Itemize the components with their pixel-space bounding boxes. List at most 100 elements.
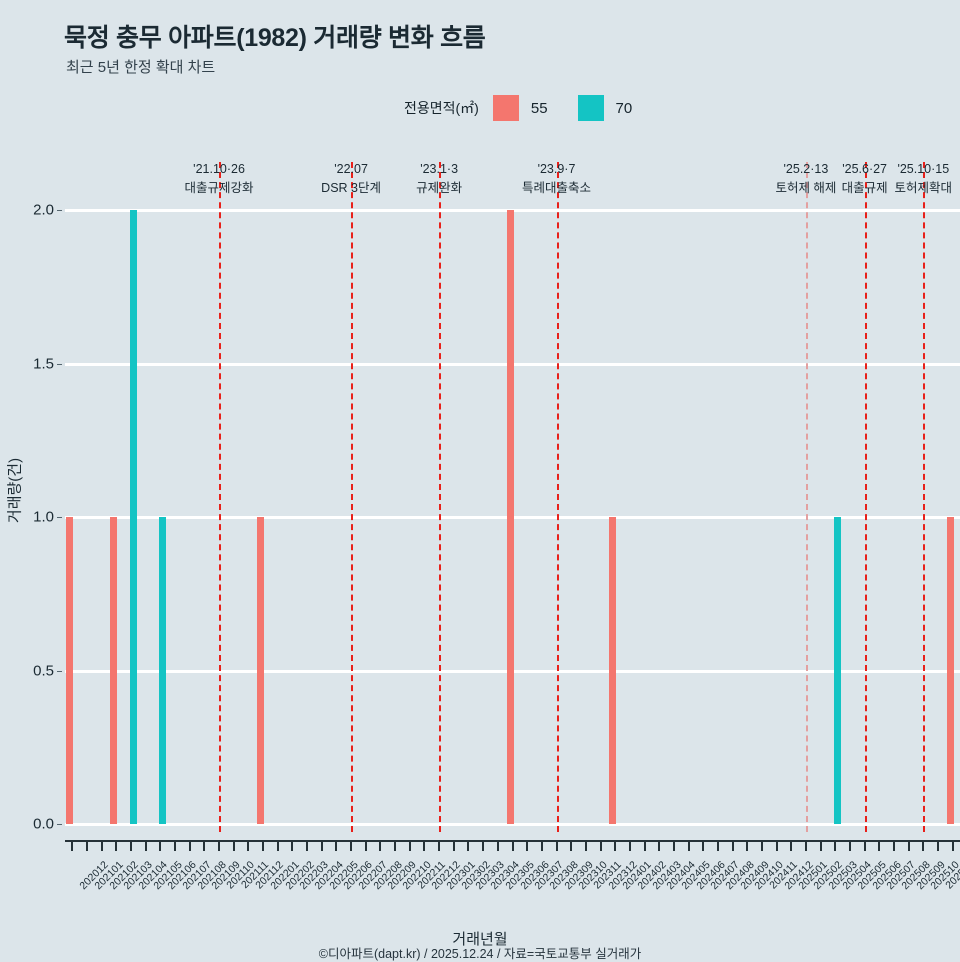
bar bbox=[66, 517, 74, 824]
plot-area bbox=[65, 162, 960, 832]
x-tick-mark bbox=[540, 842, 543, 851]
x-tick-mark bbox=[394, 842, 397, 851]
x-tick-mark bbox=[306, 842, 309, 851]
x-tick-mark bbox=[320, 842, 323, 851]
annotation-text: 규제완화 bbox=[416, 181, 463, 196]
x-tick-mark bbox=[452, 842, 455, 851]
x-tick-mark bbox=[584, 842, 587, 851]
y-tick-mark bbox=[57, 517, 62, 518]
x-tick-mark bbox=[335, 842, 338, 851]
x-tick-mark bbox=[775, 842, 778, 851]
x-tick-mark bbox=[291, 842, 294, 851]
y-tick-label: 2.0 bbox=[33, 201, 54, 219]
footer-credit: ©디아파트(dapt.kr) / 2025.12.24 / 자료=국토교통부 실… bbox=[318, 947, 642, 961]
x-tick-mark bbox=[819, 842, 822, 851]
x-tick-mark bbox=[232, 842, 235, 851]
annotation-date: '23.9·7 bbox=[537, 162, 576, 176]
x-tick-mark bbox=[115, 842, 118, 851]
x-tick-mark bbox=[247, 842, 250, 851]
y-tick-label: 0.5 bbox=[33, 662, 54, 679]
annotation-line bbox=[805, 162, 808, 832]
bar bbox=[110, 517, 118, 824]
bar bbox=[609, 517, 617, 824]
gridline bbox=[65, 823, 960, 826]
x-tick-mark bbox=[467, 842, 470, 851]
x-tick-mark bbox=[423, 842, 426, 851]
annotation-date: '22.07 bbox=[334, 162, 368, 176]
x-tick-mark bbox=[848, 842, 851, 851]
annotation-text: 토허제확대 bbox=[894, 181, 953, 196]
x-tick-mark bbox=[834, 842, 837, 851]
x-tick-mark bbox=[951, 842, 954, 851]
annotation-label: '22.07 DSR 3단계 bbox=[321, 160, 381, 199]
x-tick-mark bbox=[203, 842, 206, 851]
x-tick-mark bbox=[511, 842, 514, 851]
x-tick-mark bbox=[672, 842, 675, 851]
y-tick-label: 0.0 bbox=[33, 815, 54, 833]
x-tick-mark bbox=[658, 842, 661, 851]
x-tick-mark bbox=[100, 842, 103, 851]
x-tick-mark bbox=[614, 842, 617, 851]
y-tick-mark bbox=[57, 210, 62, 211]
x-tick-mark bbox=[496, 842, 499, 851]
x-tick-mark bbox=[555, 842, 558, 851]
x-tick-mark bbox=[570, 842, 573, 851]
x-tick-mark bbox=[760, 842, 763, 851]
x-tick-mark bbox=[878, 842, 881, 851]
x-tick-mark bbox=[262, 842, 265, 851]
annotation-date: '21.10·26 bbox=[193, 162, 245, 176]
bar bbox=[257, 517, 265, 824]
x-tick-mark bbox=[746, 842, 749, 851]
y-axis: 0.0 0.5 1.0 1.5 2.0 bbox=[0, 202, 62, 833]
annotation-line bbox=[219, 162, 222, 832]
x-tick-mark bbox=[159, 842, 162, 851]
x-tick-mark bbox=[643, 842, 646, 851]
legend-swatch-70 bbox=[577, 95, 604, 121]
x-tick-mark bbox=[790, 842, 793, 851]
x-tick-mark bbox=[892, 842, 895, 851]
x-tick-mark bbox=[526, 842, 529, 851]
bar bbox=[834, 517, 842, 824]
x-tick-mark bbox=[144, 842, 147, 851]
y-tick-label: 1.5 bbox=[33, 355, 54, 372]
x-tick-mark bbox=[687, 842, 690, 851]
y-tick-label: 1.0 bbox=[33, 508, 54, 526]
x-tick-mark bbox=[350, 842, 353, 851]
legend-title: 전용면적(㎡) bbox=[404, 100, 479, 116]
annotation-text: 특례대출축소 bbox=[522, 181, 592, 196]
x-tick-mark bbox=[702, 842, 705, 851]
x-tick-mark bbox=[174, 842, 177, 851]
x-tick-mark bbox=[922, 842, 925, 851]
bar bbox=[159, 517, 167, 824]
bar bbox=[946, 517, 954, 824]
annotation-line bbox=[351, 162, 354, 832]
annotation-label: '25.10·15 토허제확대 bbox=[895, 160, 953, 199]
x-axis-line bbox=[65, 840, 960, 842]
x-tick-mark bbox=[188, 842, 191, 851]
annotation-text: 대출규제강화 bbox=[184, 181, 254, 196]
y-tick-mark bbox=[57, 363, 62, 365]
legend-swatch-55 bbox=[492, 95, 519, 121]
annotation-date: '23.1·3 bbox=[420, 162, 459, 176]
x-tick-mark bbox=[716, 842, 719, 851]
x-tick-mark bbox=[71, 842, 74, 851]
x-tick-mark bbox=[628, 842, 631, 851]
x-tick-mark bbox=[804, 842, 807, 851]
bar bbox=[130, 210, 138, 824]
x-tick-mark bbox=[731, 842, 734, 851]
x-tick-mark bbox=[438, 842, 441, 851]
annotation-date: '25.10·15 bbox=[897, 162, 950, 176]
annotation-date: '25.6·27 bbox=[842, 162, 888, 176]
annotation-line bbox=[923, 162, 926, 832]
x-tick-mark bbox=[276, 842, 279, 851]
annotation-text: 토허제 해제 bbox=[775, 181, 837, 196]
y-tick-mark bbox=[57, 670, 62, 672]
x-tick-mark bbox=[482, 842, 485, 851]
x-tick-mark bbox=[408, 842, 411, 851]
legend-label-55: 55 bbox=[530, 99, 548, 117]
annotation-text: DSR 3단계 bbox=[321, 181, 382, 196]
x-tick-mark bbox=[364, 842, 367, 851]
x-tick-mark bbox=[936, 842, 939, 851]
legend: 전용면적(㎡) 55 70 bbox=[404, 95, 632, 121]
